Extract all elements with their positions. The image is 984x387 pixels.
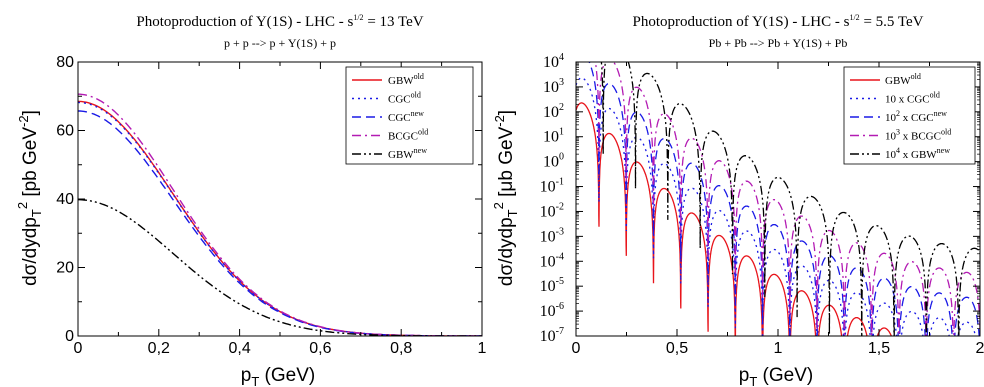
x-tick-label: 0,8 — [390, 340, 412, 357]
legend-label: 102 x CGCnew — [885, 109, 947, 124]
y-tick-label: 103 — [543, 77, 564, 96]
y-tick-label: 10-7 — [540, 326, 564, 345]
y-tick-label: 10-6 — [540, 301, 564, 320]
legend-label: 103 x BCGCold — [885, 128, 951, 143]
x-tick-label: 0,2 — [148, 340, 170, 357]
x-tick-label: 1 — [478, 340, 487, 357]
x-tick-label: 1 — [774, 340, 783, 357]
y-tick-label: 40 — [56, 191, 74, 208]
series-line-0 — [576, 102, 914, 336]
right-plot-area: 0 0,5 1 1,5 2 10-7 10-6 10-5 10-4 10-3 10-2 10-1 100… — [540, 52, 984, 357]
series-line-4 — [78, 199, 482, 336]
y-tick-label: 80 — [56, 54, 74, 71]
left-plot-area: 0 0,2 0,4 0,6 0,8 1 0 20 40 60 80 GBWold CGCold CGCne… — [56, 54, 486, 357]
y-tick-label: 100 — [543, 152, 564, 171]
x-tick-label: 2 — [976, 340, 984, 357]
y-tick-label: 20 — [56, 260, 74, 277]
legend-label: CGCold — [388, 91, 421, 106]
right-legend — [843, 66, 976, 165]
y-tick-label: 10-5 — [540, 276, 564, 295]
x-tick-label: 0,5 — [666, 340, 688, 357]
series-line-2 — [78, 110, 482, 336]
right-chart-title: Photoproduction of Y(1S) - LHC - s1/2 = … — [633, 13, 924, 30]
left-chart-title: Photoproduction of Y(1S) - LHC - s1/2 = … — [136, 13, 423, 30]
left-chart: Photoproduction of Y(1S) - LHC - s1/2 = … — [15, 13, 487, 387]
right-chart: Photoproduction of Y(1S) - LHC - s1/2 = … — [491, 13, 984, 387]
legend-label: GBWnew — [388, 146, 427, 161]
x-tick-label: 0,4 — [228, 340, 250, 357]
left-x-axis-label: pT (GeV) — [241, 365, 315, 387]
legend-label: CGCnew — [388, 109, 424, 124]
y-tick-label: 102 — [543, 102, 564, 121]
y-tick-label: 10-4 — [540, 251, 564, 270]
y-tick-label: 0 — [65, 328, 74, 345]
left-legend — [345, 66, 474, 165]
y-tick-label: 10-1 — [540, 177, 564, 196]
series-line-4 — [600, 62, 980, 336]
legend-label: GBWold — [885, 72, 921, 87]
left-chart-subtitle: p + p --> p + Y(1S) + p — [224, 36, 336, 50]
x-tick-label: 0 — [74, 340, 83, 357]
series-line-1 — [576, 77, 977, 336]
y-tick-label: 10-3 — [540, 226, 564, 245]
left-y-axis-label: dσ/dydpT2 [pb GeV-2] — [15, 110, 44, 286]
y-tick-label: 101 — [543, 127, 564, 146]
legend-label: GBWold — [388, 72, 424, 87]
legend-label: 10 x CGCold — [885, 91, 940, 106]
y-tick-label: 60 — [56, 123, 74, 140]
right-chart-subtitle: Pb + Pb --> Pb + Y(1S) + Pb — [709, 36, 848, 50]
series-line-2 — [588, 62, 980, 336]
x-tick-label: 0,6 — [309, 340, 331, 357]
right-x-axis-label: pT (GeV) — [739, 365, 813, 387]
y-tick-label: 10-2 — [540, 201, 564, 220]
x-tick-label: 1,5 — [868, 340, 890, 357]
legend-label: BCGCold — [388, 128, 428, 143]
legend-label: 104 x GBWnew — [885, 146, 950, 161]
y-tick-label: 104 — [543, 52, 564, 71]
right-y-axis-label: dσ/dydpT2 [μb GeV-2] — [491, 110, 520, 286]
series-line-3 — [594, 62, 980, 336]
x-tick-label: 0 — [572, 340, 581, 357]
